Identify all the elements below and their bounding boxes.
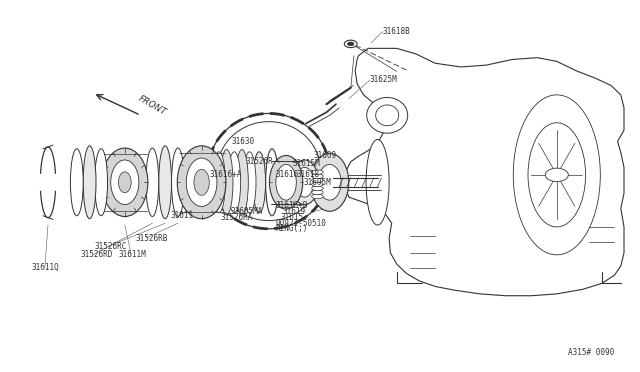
Text: 31618: 31618: [297, 170, 320, 179]
Text: 31526RC: 31526RC: [95, 242, 127, 251]
Ellipse shape: [312, 194, 323, 199]
Ellipse shape: [312, 178, 323, 183]
Ellipse shape: [243, 152, 256, 213]
Ellipse shape: [253, 152, 266, 213]
Ellipse shape: [310, 153, 349, 211]
Text: 31526RB: 31526RB: [136, 234, 168, 243]
Text: 31611: 31611: [170, 211, 193, 219]
Circle shape: [344, 40, 357, 48]
Ellipse shape: [376, 105, 399, 126]
Ellipse shape: [186, 158, 217, 206]
Ellipse shape: [296, 167, 314, 197]
Text: 31616+B: 31616+B: [276, 201, 308, 210]
Text: 31526R: 31526R: [246, 157, 273, 166]
Ellipse shape: [513, 95, 600, 255]
Ellipse shape: [177, 146, 226, 219]
Ellipse shape: [212, 152, 225, 213]
Text: 31615: 31615: [280, 213, 303, 222]
Circle shape: [545, 168, 568, 182]
Ellipse shape: [217, 122, 321, 221]
Text: 00922-50510: 00922-50510: [276, 219, 326, 228]
Ellipse shape: [102, 148, 148, 217]
Ellipse shape: [266, 149, 278, 216]
Ellipse shape: [159, 146, 172, 219]
Ellipse shape: [95, 149, 108, 216]
Ellipse shape: [312, 182, 323, 186]
Ellipse shape: [294, 177, 299, 187]
Ellipse shape: [111, 160, 139, 205]
Polygon shape: [346, 48, 624, 296]
Text: 31605M: 31605M: [303, 178, 331, 187]
Text: 31616: 31616: [275, 170, 298, 179]
Text: 31526RD: 31526RD: [81, 250, 113, 259]
Circle shape: [348, 42, 354, 46]
Text: 31616+A: 31616+A: [210, 170, 243, 179]
Ellipse shape: [146, 148, 159, 217]
Text: 31609: 31609: [314, 151, 337, 160]
Ellipse shape: [236, 150, 248, 215]
Text: 31605MA: 31605MA: [230, 207, 263, 216]
Ellipse shape: [70, 149, 83, 216]
Text: 31618B: 31618B: [383, 27, 410, 36]
Text: 31526RA: 31526RA: [220, 213, 253, 222]
Text: RING(;): RING(;): [276, 224, 308, 233]
Text: 31630: 31630: [232, 137, 255, 146]
Ellipse shape: [118, 172, 131, 193]
Ellipse shape: [220, 150, 233, 215]
Text: 31611M: 31611M: [118, 250, 146, 259]
Text: 31625M: 31625M: [370, 76, 397, 84]
Ellipse shape: [269, 155, 303, 209]
Text: 31619: 31619: [282, 207, 305, 216]
Ellipse shape: [312, 186, 323, 190]
Ellipse shape: [366, 140, 389, 225]
Ellipse shape: [312, 190, 323, 195]
Text: A315# 0090: A315# 0090: [568, 348, 614, 357]
Ellipse shape: [312, 174, 323, 179]
Ellipse shape: [318, 164, 341, 200]
Text: 31611Q: 31611Q: [32, 263, 60, 272]
Text: FRONT: FRONT: [136, 94, 168, 118]
Ellipse shape: [276, 164, 296, 200]
Ellipse shape: [291, 160, 319, 205]
Ellipse shape: [291, 171, 301, 193]
Text: 31615M: 31615M: [292, 159, 320, 168]
Ellipse shape: [228, 152, 241, 213]
Ellipse shape: [528, 123, 586, 227]
Ellipse shape: [367, 97, 408, 133]
Ellipse shape: [83, 146, 96, 219]
Ellipse shape: [194, 169, 209, 195]
Ellipse shape: [208, 113, 330, 229]
Ellipse shape: [312, 170, 323, 174]
Ellipse shape: [172, 148, 184, 217]
